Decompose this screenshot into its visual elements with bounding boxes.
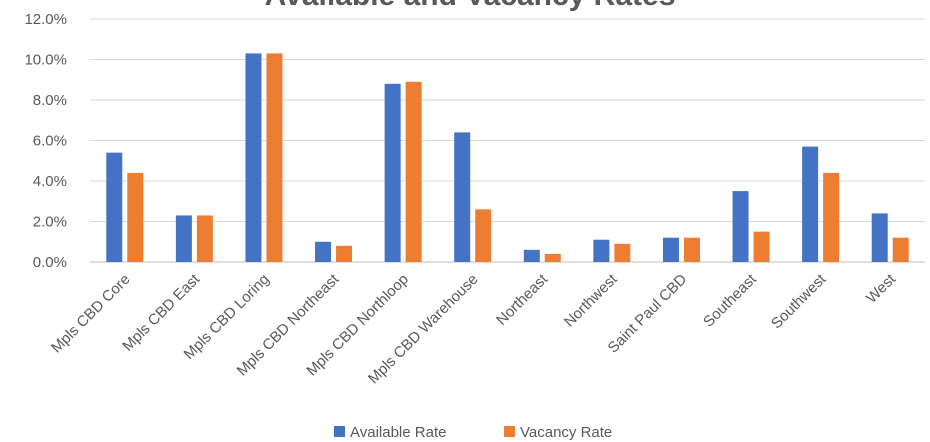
bar-vacancy-9: [753, 231, 770, 262]
gridlines: [90, 18, 925, 263]
bar-available-9: [732, 191, 749, 262]
bar-available-0: [106, 152, 123, 262]
legend-label: Vacancy Rate: [520, 424, 612, 441]
bar-vacancy-4: [405, 81, 422, 263]
y-tick-label: 4.0%: [33, 173, 67, 190]
legend: Available Rate Vacancy Rate: [334, 424, 612, 441]
bar-vacancy-10: [823, 172, 840, 262]
x-category-label: Northwest: [561, 270, 621, 330]
bar-available-2: [245, 53, 262, 262]
bars: [106, 53, 909, 263]
y-tick-label: 10.0%: [24, 52, 67, 69]
x-category-label: Southeast: [700, 270, 760, 330]
legend-swatch: [504, 426, 515, 437]
bar-available-11: [871, 213, 888, 262]
bar-available-8: [662, 237, 679, 262]
bar-vacancy-3: [336, 245, 353, 262]
y-tick-label: 2.0%: [33, 214, 67, 231]
bar-available-7: [593, 239, 610, 262]
bar-available-5: [454, 132, 471, 262]
y-tick-label: 6.0%: [33, 133, 67, 150]
bar-vacancy-6: [544, 253, 561, 262]
legend-label: Available Rate: [350, 424, 446, 441]
bar-available-10: [802, 146, 819, 262]
x-category-label: Southwest: [768, 270, 830, 332]
y-tick-label: 12.0%: [24, 11, 67, 28]
bar-available-4: [384, 83, 401, 262]
bar-vacancy-1: [196, 215, 213, 262]
legend-swatch: [334, 426, 345, 437]
bar-available-1: [175, 215, 192, 262]
x-category-label: Northeast: [493, 270, 552, 329]
bar-vacancy-8: [683, 237, 700, 262]
bar-vacancy-0: [127, 172, 144, 262]
y-axis-tick-labels: 0.0% 2.0% 4.0% 6.0% 8.0% 10.0% 12.0%: [24, 11, 67, 271]
x-category-label: West: [863, 270, 900, 307]
y-tick-label: 0.0%: [33, 254, 67, 271]
chart-title: Available and Vacancy Rates: [265, 0, 676, 12]
bar-available-6: [523, 249, 540, 262]
bar-vacancy-11: [892, 237, 909, 262]
bar-vacancy-7: [614, 243, 631, 262]
y-tick-label: 8.0%: [33, 92, 67, 109]
bar-available-3: [315, 241, 332, 262]
bar-vacancy-2: [266, 53, 283, 262]
bar-vacancy-5: [475, 209, 492, 262]
